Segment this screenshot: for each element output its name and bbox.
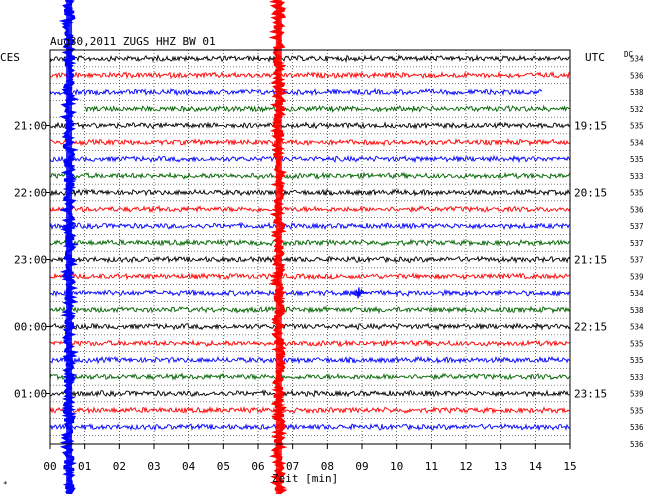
x-tick-label: 06	[251, 460, 264, 473]
dc-offset-label: 536	[630, 205, 644, 214]
dc-offset-label: 538	[630, 306, 644, 315]
trace-row	[49, 238, 571, 247]
trace-row	[49, 54, 571, 64]
x-tick-label: 02	[113, 460, 126, 473]
right-time-label: 21:15	[574, 254, 607, 267]
right-time-label: 20:15	[574, 187, 607, 200]
trace-row	[49, 137, 571, 147]
x-tick-label: 08	[321, 460, 334, 473]
event-bursts	[58, 0, 368, 494]
trace-row	[49, 171, 571, 180]
dc-offset-label: 534	[630, 289, 644, 298]
dc-header: DC	[624, 50, 633, 59]
trace-row	[49, 305, 571, 315]
event-burst-core	[275, 0, 282, 494]
dc-offset-label: 536	[630, 423, 644, 432]
x-axis-ticks	[49, 444, 571, 449]
footer-mark: *	[3, 480, 8, 489]
right-axis-title: UTC	[585, 51, 605, 64]
x-axis-label: Zeit [min]	[272, 472, 338, 485]
dc-offset-label: 536	[630, 71, 644, 80]
dc-offset-label: 532	[630, 105, 644, 114]
x-tick-label: 15	[563, 460, 576, 473]
small-event-burst	[351, 287, 368, 299]
trace-row	[49, 389, 571, 398]
x-tick-label: 12	[459, 460, 472, 473]
dc-offset-label: 533	[630, 373, 644, 382]
x-tick-label: 14	[529, 460, 543, 473]
trace-row	[49, 255, 571, 264]
x-tick-label: 05	[217, 460, 230, 473]
trace-row	[49, 372, 571, 381]
dc-offset-labels: 534 536 538 532 535 534 535 533 535 536 537 537 537 5…	[630, 55, 644, 449]
x-tick-label: 10	[390, 460, 403, 473]
plot-frame	[49, 49, 571, 445]
left-axis-title: CES	[0, 51, 20, 64]
trace-row	[49, 272, 571, 281]
right-time-label: 19:15	[574, 120, 607, 133]
trace-row	[49, 221, 571, 231]
dc-offset-label: 537	[630, 256, 644, 265]
trace-row	[49, 204, 571, 214]
right-time-label: 22:15	[574, 321, 607, 334]
seismic-traces	[49, 54, 571, 432]
trace-row	[84, 104, 570, 114]
dc-offset-label: 535	[630, 356, 644, 365]
left-time-label: 00:00	[14, 321, 47, 334]
dc-offset-label: 537	[630, 222, 644, 231]
trace-row	[49, 154, 571, 164]
dc-offset-label: 536	[630, 440, 644, 449]
dc-offset-label: 535	[630, 339, 644, 348]
dc-offset-label: 535	[630, 189, 644, 198]
dc-offset-label: 534	[630, 55, 644, 64]
dc-offset-label: 533	[630, 172, 644, 181]
dc-offset-label: 537	[630, 239, 644, 248]
trace-row	[49, 422, 571, 432]
trace-row	[49, 87, 543, 97]
trace-row	[49, 338, 571, 348]
x-tick-label: 09	[355, 460, 368, 473]
dc-offset-label: 539	[630, 390, 644, 399]
x-tick-label: 07	[286, 460, 299, 473]
left-time-label: 22:00	[14, 187, 47, 200]
trace-row	[49, 188, 571, 198]
dc-offset-label: 535	[630, 122, 644, 131]
x-tick-label: 00	[43, 460, 56, 473]
trace-row	[49, 121, 571, 130]
right-time-label: 23:15	[574, 388, 607, 401]
x-tick-labels: 00 01 02 03 04 05 06 07 08 09 10 11 12 13 14 15	[43, 460, 576, 473]
x-tick-label: 03	[147, 460, 160, 473]
left-time-label: 23:00	[14, 254, 47, 267]
dc-offset-label: 534	[630, 323, 644, 332]
trace-row	[49, 355, 571, 365]
left-time-labels: 21:00 22:00 23:00 00:00 01:00	[14, 120, 50, 401]
dc-offset-label: 538	[630, 88, 644, 97]
dc-offset-label: 534	[630, 138, 644, 147]
event-burst-core	[66, 0, 73, 494]
x-tick-label: 01	[78, 460, 91, 473]
left-time-label: 01:00	[14, 388, 47, 401]
dc-offset-label: 539	[630, 272, 644, 281]
trace-row	[49, 405, 571, 415]
trace-row	[49, 70, 571, 80]
chart-title: Aug30,2011 ZUGS HHZ BW 01	[50, 35, 216, 48]
left-time-label: 21:00	[14, 120, 47, 133]
trace-row	[49, 322, 571, 331]
dc-offset-label: 535	[630, 406, 644, 415]
x-tick-label: 04	[182, 460, 196, 473]
right-time-labels: 19:15 20:15 21:15 22:15 23:15	[574, 120, 607, 401]
dc-offset-label: 535	[630, 155, 644, 164]
trace-row	[49, 288, 571, 298]
x-tick-label: 13	[494, 460, 507, 473]
x-tick-label: 11	[425, 460, 438, 473]
